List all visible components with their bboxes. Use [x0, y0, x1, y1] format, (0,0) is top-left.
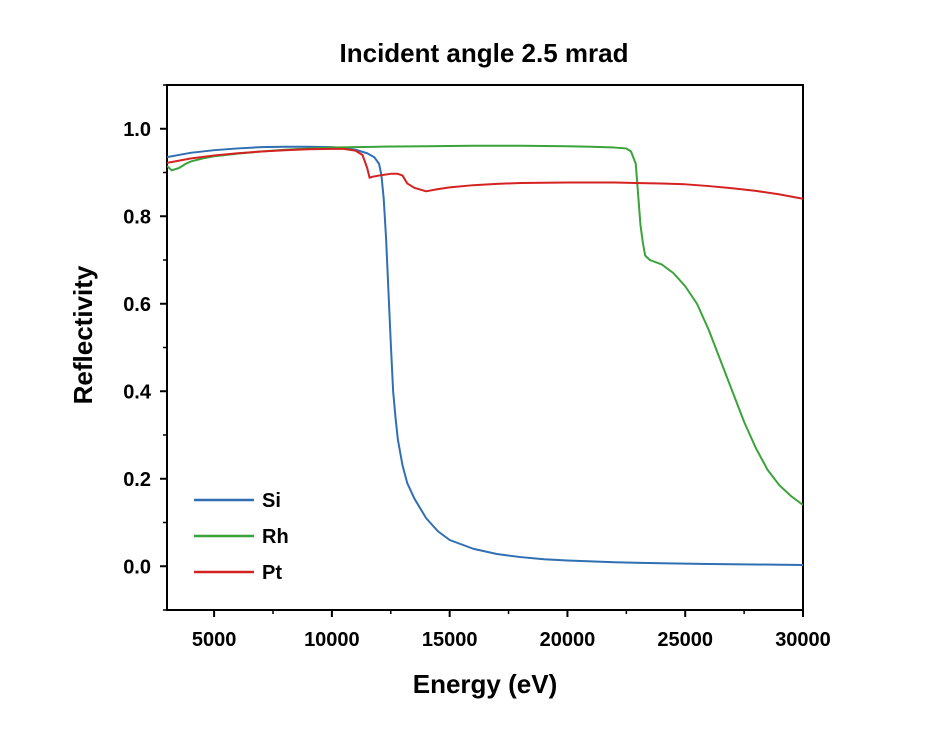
series-line-pt: [167, 147, 803, 200]
series-line-rh: [167, 144, 803, 506]
y-tick-label: 1.0: [123, 119, 151, 141]
y-tick-label: 0.2: [123, 469, 151, 491]
x-tick-label: 15000: [422, 629, 478, 651]
y-tick-label: 0.8: [123, 206, 151, 228]
y-tick-label: 0.4: [123, 381, 152, 403]
y-tick-label: 0.6: [123, 294, 151, 316]
legend-label-si: Si: [262, 490, 281, 512]
y-axis: 0.0 0.2 0.4 0.6 0.8 1.0: [123, 84, 167, 611]
series-group: [167, 144, 803, 566]
x-tick-label: 30000: [775, 629, 831, 651]
legend-label-rh: Rh: [262, 526, 289, 548]
y-axis-label: Reflectivity: [68, 265, 98, 404]
chart-title: Incident angle 2.5 mrad: [340, 38, 629, 68]
x-axis-label: Energy (eV): [413, 669, 558, 699]
legend: Si Rh Pt: [194, 490, 289, 584]
series-line-si: [167, 145, 803, 566]
x-tick-label: 5000: [192, 629, 237, 651]
x-tick-label: 25000: [657, 629, 713, 651]
y-tick-label: 0.0: [123, 556, 151, 578]
x-tick-label: 20000: [540, 629, 596, 651]
legend-label-pt: Pt: [262, 562, 282, 584]
x-tick-label: 10000: [304, 629, 360, 651]
x-axis: 5000 10000 15000 20000 25000 30000: [192, 610, 831, 651]
